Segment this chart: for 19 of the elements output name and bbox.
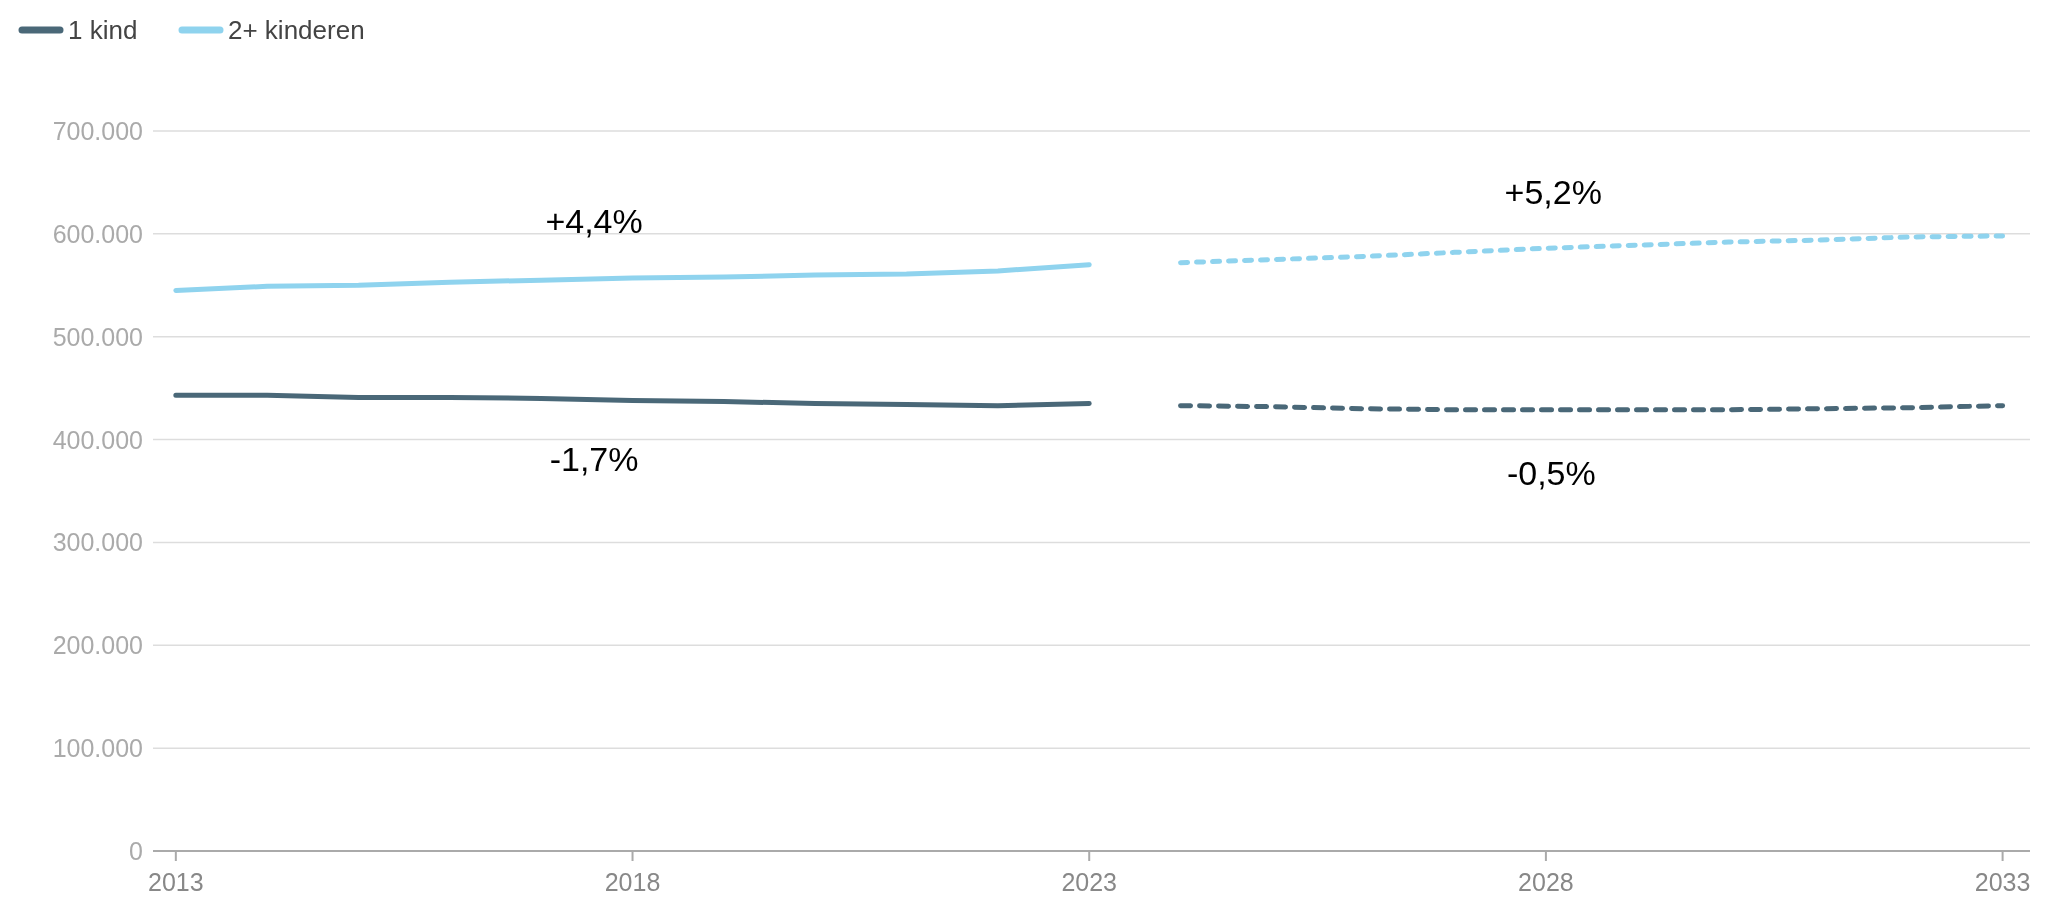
y-tick-label: 300.000 [52, 528, 143, 557]
annotation: +5,2% [1504, 173, 1602, 212]
y-tick-label: 200.000 [52, 631, 143, 660]
y-tick-label: 700.000 [52, 117, 143, 145]
y-tick-label: 0 [129, 837, 143, 865]
legend-label: 2+ kinderen [228, 15, 365, 45]
y-tick-label: 100.000 [52, 734, 143, 763]
x-tick-label: 2028 [1518, 868, 1574, 896]
y-tick-label: 500.000 [52, 322, 143, 351]
x-tick-label: 2033 [1974, 868, 2031, 896]
x-tick-label: 2023 [1061, 868, 1118, 896]
legend-label: 1 kind [68, 15, 138, 45]
annotation: -1,7% [549, 439, 639, 478]
y-tick-label: 400.000 [52, 425, 143, 454]
annotation: -0,5% [1506, 454, 1596, 492]
x-tick-label: 2018 [604, 868, 661, 896]
y-tick-label: 600.000 [52, 219, 143, 248]
annotation: +4,4% [545, 202, 643, 240]
x-tick-label: 2013 [148, 868, 204, 896]
